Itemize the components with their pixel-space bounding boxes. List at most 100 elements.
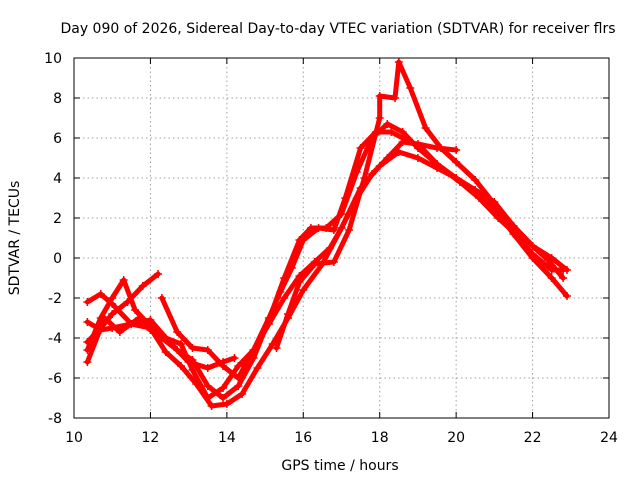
data-point (131, 306, 140, 314)
data-point (234, 374, 243, 382)
data-point (138, 282, 147, 290)
data-point (326, 244, 335, 252)
data-point (203, 364, 212, 372)
data-point (368, 170, 377, 178)
data-point (452, 158, 461, 166)
data-point (295, 278, 304, 286)
data-point (249, 346, 258, 354)
y-tick-label: 2 (53, 211, 62, 227)
data-point (207, 402, 216, 410)
data-point (360, 174, 369, 182)
data-point (329, 226, 338, 234)
data-point (337, 224, 346, 232)
data-point (161, 334, 170, 342)
y-tick-label: -4 (48, 331, 62, 347)
data-point (219, 362, 228, 370)
x-tick-label: 16 (294, 430, 312, 446)
series-line (274, 59, 570, 351)
data-point (341, 194, 350, 202)
y-tick-label: 0 (53, 251, 62, 267)
data-point (173, 346, 182, 354)
data-point (310, 260, 319, 268)
data-point (398, 128, 407, 136)
data-point (203, 394, 212, 402)
data-point (398, 138, 407, 146)
series-track-5 (83, 128, 568, 402)
data-point (421, 124, 430, 132)
data-point (547, 274, 556, 282)
data-point (475, 194, 484, 202)
data-point (528, 242, 537, 250)
data-point (115, 328, 124, 336)
data-point (299, 286, 308, 294)
data-point (490, 200, 499, 208)
data-point (83, 298, 92, 306)
data-point (272, 344, 281, 352)
data-point (119, 276, 128, 284)
series-line (84, 149, 570, 409)
data-point (528, 250, 537, 258)
data-point (83, 358, 92, 366)
data-point (559, 274, 568, 282)
series-track-7 (272, 58, 571, 352)
data-point (280, 294, 289, 302)
data-point (157, 294, 166, 302)
data-point (177, 362, 185, 370)
data-point (345, 226, 354, 234)
data-point (188, 366, 197, 374)
axis-ticks (73, 57, 610, 419)
data-point (391, 94, 399, 102)
data-point (547, 266, 556, 274)
data-point (154, 270, 163, 278)
series-line (84, 121, 566, 401)
data-point (96, 290, 105, 298)
series-line (84, 129, 566, 401)
chart-title: Day 090 of 2026, Sidereal Day-to-day VTE… (60, 21, 615, 37)
y-tick-label: 4 (53, 171, 62, 187)
data-point (284, 310, 292, 318)
x-axis-label: GPS time / hours (281, 458, 398, 474)
x-tick-label: 10 (65, 430, 83, 446)
data-point (146, 326, 155, 334)
data-point (436, 144, 445, 152)
x-tick-label: 24 (600, 430, 618, 446)
data-point (177, 340, 185, 348)
data-point (455, 178, 464, 186)
data-point (452, 146, 461, 154)
y-tick-label: -6 (48, 371, 62, 387)
data-point (329, 258, 338, 266)
data-point (173, 328, 182, 336)
y-axis-label: SDTVAR / TECUs (7, 181, 23, 296)
data-point (264, 320, 273, 328)
data-point (276, 288, 285, 296)
data-point (562, 266, 571, 274)
data-point (203, 382, 212, 390)
data-point (383, 154, 392, 162)
data-point (299, 236, 308, 244)
data-point (219, 384, 228, 392)
series-line (84, 291, 237, 371)
data-point (161, 348, 170, 356)
data-point (306, 224, 315, 232)
data-point (562, 292, 571, 300)
series-track-6 (157, 138, 461, 382)
y-tick-label: 10 (44, 51, 62, 67)
data-point (394, 58, 403, 66)
series-line (159, 139, 459, 381)
data-point (287, 264, 296, 272)
data-point (471, 176, 480, 184)
data-point (509, 222, 518, 230)
data-point (230, 354, 239, 362)
data-point (356, 144, 365, 152)
x-tick-label: 22 (524, 430, 542, 446)
y-tick-label: 8 (53, 91, 62, 107)
plot-frame (73, 57, 610, 419)
data-point (494, 214, 503, 222)
x-tick-label: 14 (218, 430, 236, 446)
data-point (383, 120, 392, 128)
data-point (413, 140, 422, 148)
data-point (375, 114, 384, 122)
x-tick-label: 12 (142, 430, 160, 446)
